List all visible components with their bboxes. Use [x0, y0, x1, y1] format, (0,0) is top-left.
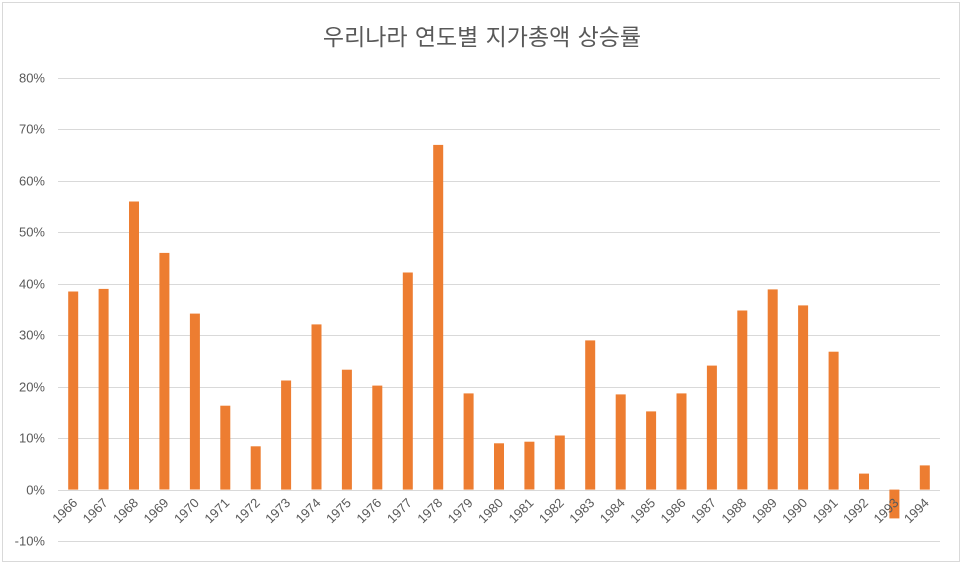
bar-1968 — [129, 201, 139, 490]
y-tick-label: 60% — [19, 174, 45, 189]
bar-1974 — [311, 324, 322, 490]
y-tick-label: -10% — [15, 534, 46, 549]
bar-1969 — [159, 252, 170, 490]
x-tick-label: 1970 — [171, 495, 202, 526]
x-tick-label: 1975 — [323, 495, 354, 526]
y-tick-label: 40% — [19, 277, 45, 292]
gridlines — [58, 78, 940, 542]
chart-title: 우리나라 연도별 지가총액 상승률 — [322, 25, 642, 51]
bar-1975 — [341, 369, 352, 490]
y-tick-label: 20% — [19, 380, 45, 395]
y-tick-label: 70% — [19, 122, 45, 137]
bar-1985 — [646, 411, 657, 490]
bar-1986 — [676, 393, 687, 490]
x-tick-label: 1972 — [232, 495, 263, 526]
bar-1982 — [554, 435, 565, 490]
bar-1989 — [767, 289, 778, 490]
bar-1981 — [524, 441, 535, 490]
x-tick-label: 1968 — [110, 495, 141, 526]
x-tick-label: 1966 — [49, 495, 80, 526]
x-tick-label: 1989 — [749, 495, 780, 526]
bars — [68, 144, 930, 519]
x-tick-label: 1990 — [779, 495, 810, 526]
x-tick-label: 1983 — [566, 495, 597, 526]
bar-1970 — [189, 313, 200, 490]
x-tick-label: 1967 — [80, 495, 111, 526]
bar-1993 — [889, 489, 900, 519]
bar-1967 — [98, 288, 109, 490]
x-tick-label: 1974 — [293, 495, 324, 526]
y-tick-label: 10% — [19, 431, 45, 446]
y-tick-label: 30% — [19, 328, 45, 343]
bar-1980 — [494, 443, 504, 490]
x-tick-label: 1980 — [475, 495, 506, 526]
y-tick-label: 80% — [19, 71, 45, 86]
y-axis-ticks: -10% 0% 10% 20% 30% 40% 50% 60% 70% 80% — [15, 71, 46, 549]
x-tick-label: 1994 — [901, 495, 932, 526]
x-tick-label: 1976 — [353, 495, 384, 526]
y-tick-label: 50% — [19, 225, 45, 240]
x-tick-label: 1988 — [718, 495, 749, 526]
bar-1973 — [281, 380, 292, 490]
x-tick-label: 1979 — [445, 495, 476, 526]
x-tick-label: 1982 — [536, 495, 567, 526]
bar-1987 — [706, 365, 717, 490]
x-tick-label: 1977 — [384, 495, 415, 526]
bar-1977 — [402, 272, 413, 490]
bar-1984 — [615, 394, 626, 490]
bar-1983 — [585, 340, 596, 490]
bar-1966 — [68, 291, 79, 490]
x-axis-ticks: 1966 1967 1968 1969 1970 1971 1972 1973 1974 1975… — [49, 495, 932, 526]
bar-1988 — [737, 310, 748, 490]
bar-1976 — [372, 385, 383, 490]
x-tick-label: 1991 — [810, 495, 841, 526]
x-tick-label: 1973 — [262, 495, 293, 526]
bar-1979 — [463, 393, 474, 490]
x-tick-label: 1981 — [505, 495, 536, 526]
x-tick-label: 1971 — [201, 495, 232, 526]
x-tick-label: 1986 — [658, 495, 689, 526]
bar-1992 — [859, 473, 869, 490]
x-tick-label: 1984 — [597, 495, 628, 526]
x-tick-label: 1987 — [688, 495, 719, 526]
bar-1971 — [220, 405, 231, 490]
bar-1991 — [828, 351, 839, 490]
bar-1990 — [798, 305, 809, 490]
bar-1994 — [919, 465, 930, 490]
x-tick-label: 1992 — [840, 495, 871, 526]
x-tick-label: 1985 — [627, 495, 658, 526]
bar-1972 — [250, 446, 261, 490]
x-tick-label: 1969 — [140, 495, 171, 526]
bar-1978 — [433, 144, 444, 490]
x-tick-label: 1978 — [414, 495, 445, 526]
y-tick-label: 0% — [26, 483, 45, 498]
